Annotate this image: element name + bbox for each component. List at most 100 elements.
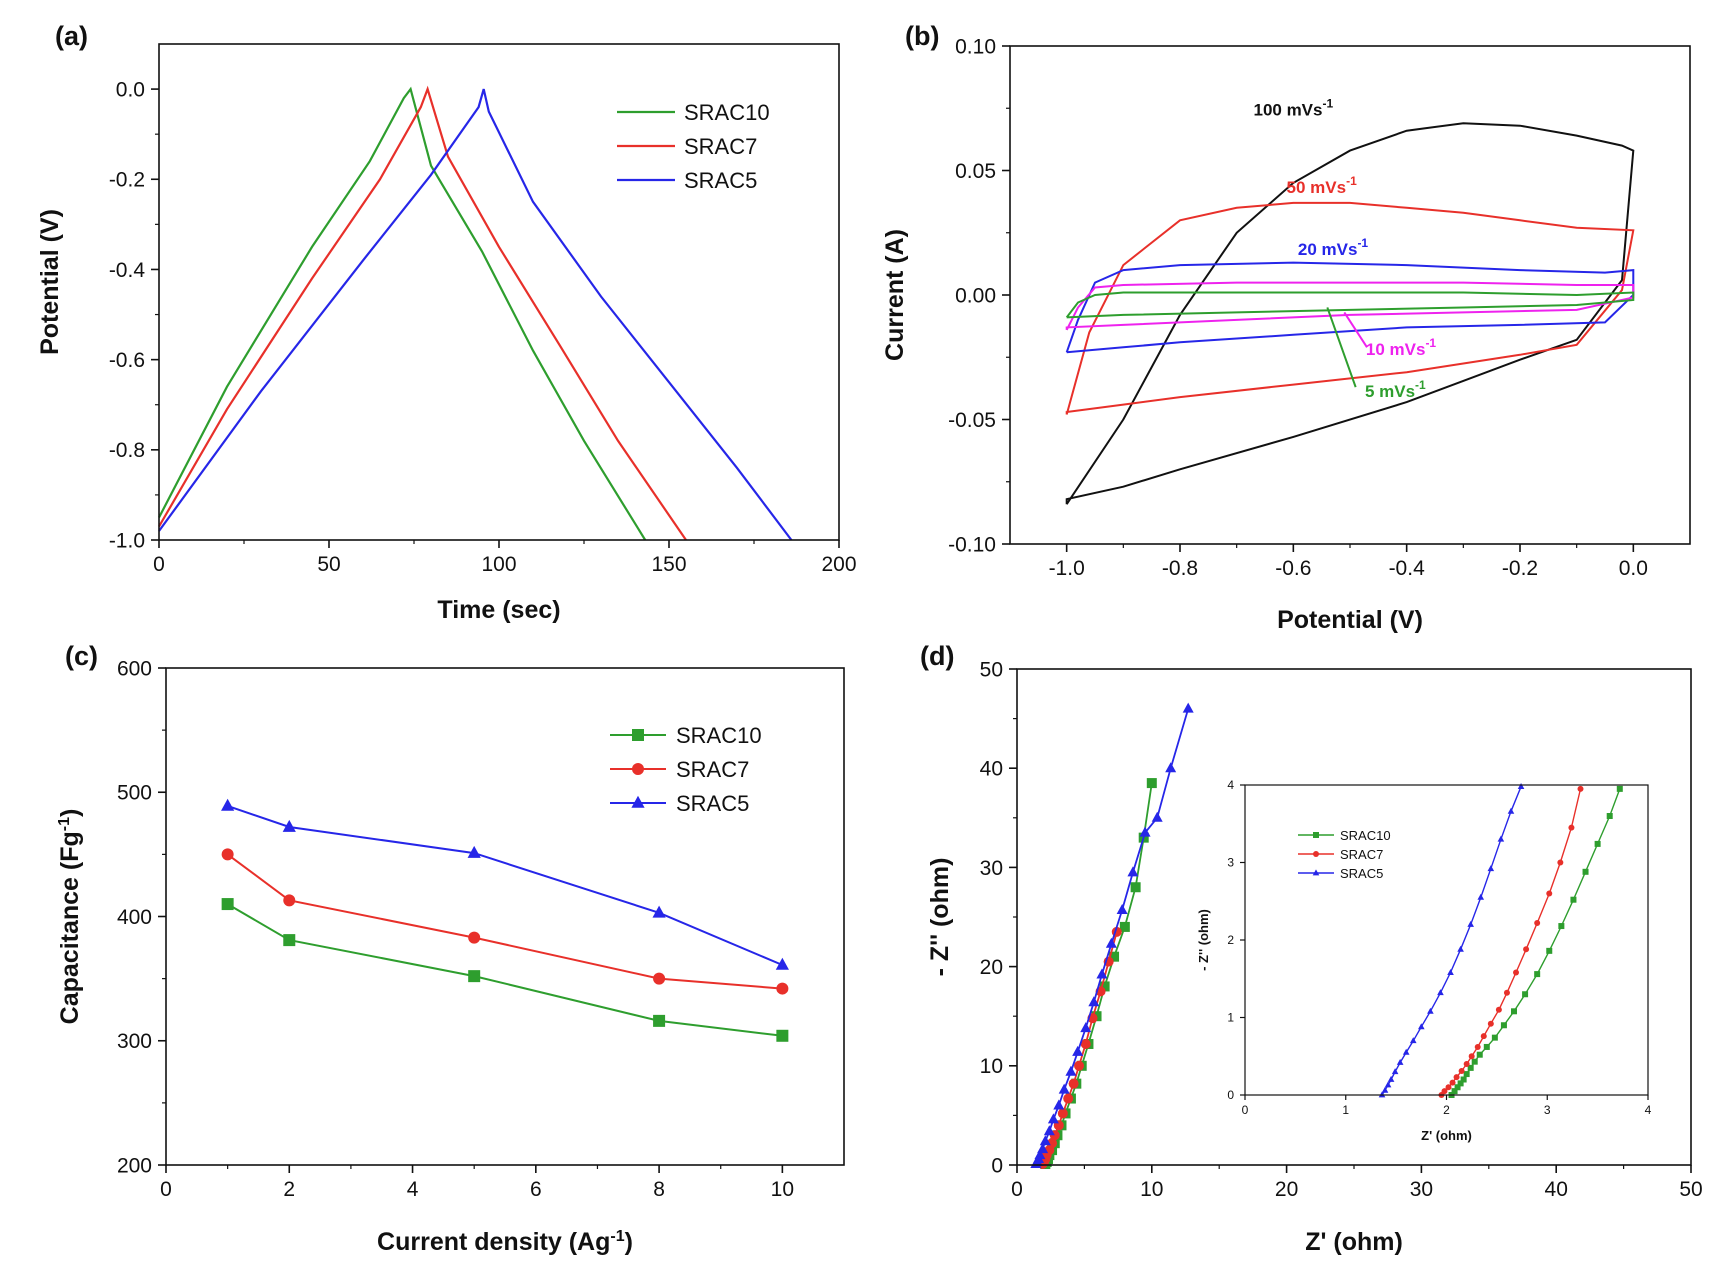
series-line-SRAC5 — [158, 88, 793, 541]
inset-data-point-SRAC5 — [1387, 1075, 1395, 1082]
b-ylabel: Current (A) — [881, 229, 909, 361]
inset-data-point-SRAC7 — [1513, 969, 1520, 976]
panel-c: 0 2 4 6 8 10 200 300 400 500 600 (c) Current density… — [56, 641, 845, 1256]
inset-data-point-SRAC10 — [1467, 1064, 1474, 1071]
inset-data-point-SRAC7 — [1534, 919, 1541, 926]
a-ytick-label: -0.2 — [109, 169, 145, 192]
inset-data-point-SRAC7 — [1577, 785, 1584, 792]
data-point-SRAC10 — [1119, 921, 1130, 932]
data-point-SRAC5 — [1127, 866, 1139, 877]
inset-data-point-SRAC5 — [1517, 782, 1525, 789]
inset-data-point-SRAC10 — [1451, 1088, 1458, 1095]
inset-data-point-SRAC10 — [1534, 971, 1541, 978]
d-xtick-label: 30 — [1410, 1178, 1433, 1201]
d-ytick-label: 40 — [980, 758, 1003, 781]
inset-data-point-SRAC5 — [1409, 1037, 1417, 1044]
inset-data-point-SRAC5 — [1437, 989, 1444, 996]
data-point-SRAC10 — [221, 898, 234, 911]
inset-data-point-SRAC7 — [1546, 890, 1553, 897]
inset-data-point-SRAC10 — [1606, 813, 1613, 819]
cv-loop-10-mVs-1 — [1065, 281, 1635, 331]
legend-label-SRAC5: SRAC5 — [684, 168, 757, 193]
data-point-SRAC7 — [1080, 1038, 1091, 1049]
data-point-SRAC5 — [1165, 762, 1177, 773]
d-inset-ylabel: - Z'' (ohm) — [1196, 909, 1211, 971]
c-ytick-label: 600 — [117, 657, 152, 680]
b-xlabel: Potential (V) — [1277, 606, 1423, 634]
b-ytick-label: 0.00 — [955, 284, 996, 307]
legend-label-SRAC5: SRAC5 — [676, 791, 749, 816]
panel-a: 0 50 100 150 200 0.0 -0.2 -0.4 -0.6 -0.8 -1.0 (a) Ti… — [36, 21, 857, 624]
d-inset-ytick-label: 2 — [1227, 933, 1234, 947]
inset-data-point-SRAC10 — [1582, 868, 1589, 875]
data-point-SRAC5 — [1053, 1099, 1065, 1110]
cv-annotation: 20 mVs-1 — [1298, 236, 1369, 259]
cv-annotation: 100 mVs-1 — [1253, 97, 1333, 120]
data-point-SRAC5 — [221, 798, 235, 811]
d-inset-ytick-label: 0 — [1227, 1088, 1234, 1102]
panel-b: -1.0 -0.8 -0.6 -0.4 -0.2 0.0 -0.10 -0.05 0.00 0.0… — [881, 21, 1691, 634]
inset-data-point-SRAC10 — [1570, 896, 1577, 903]
inset-data-point-SRAC7 — [1495, 1006, 1502, 1013]
data-point-SRAC7 — [1063, 1093, 1074, 1104]
inset-data-point-SRAC5 — [1457, 945, 1464, 952]
inset-data-point-SRAC10 — [1491, 1034, 1498, 1041]
cv-annotation: 10 mVs-1 — [1366, 336, 1437, 359]
legend-label-SRAC10: SRAC10 — [676, 723, 762, 748]
data-point-SRAC5 — [1034, 1149, 1046, 1160]
b-xtick-label: -0.2 — [1502, 557, 1538, 580]
c-ytick-label: 200 — [117, 1154, 152, 1177]
inset-data-point-SRAC10 — [1463, 1071, 1470, 1078]
c-xtick-label: 2 — [283, 1178, 295, 1201]
inset-data-point-SRAC7 — [1523, 946, 1530, 953]
b-xtick-label: -1.0 — [1049, 557, 1085, 580]
d-xtick-label: 50 — [1679, 1178, 1702, 1201]
c-xtick-label: 8 — [653, 1178, 665, 1201]
d-ytick-label: 50 — [980, 658, 1003, 681]
inset-data-point-SRAC5 — [1497, 835, 1505, 842]
data-point-SRAC10 — [1146, 778, 1157, 789]
b-xtick-label: 0.0 — [1619, 557, 1648, 580]
data-point-SRAC7 — [221, 848, 234, 861]
legend-label-SRAC7: SRAC7 — [676, 757, 749, 782]
inset-data-point-SRAC5 — [1427, 1007, 1434, 1014]
legend-marker-SRAC7 — [632, 763, 644, 775]
data-point-SRAC5 — [1116, 904, 1128, 915]
inset-data-point-SRAC10 — [1460, 1076, 1467, 1083]
inset-data-point-SRAC7 — [1441, 1088, 1448, 1095]
cv-annotation: 50 mVs-1 — [1287, 174, 1358, 197]
c-xtick-label: 6 — [530, 1178, 542, 1201]
b-xtick-label: -0.8 — [1162, 557, 1198, 580]
series-line-SRAC7 — [158, 85, 687, 541]
inset-data-point-SRAC7 — [1568, 824, 1575, 831]
inset-data-point-SRAC5 — [1391, 1068, 1399, 1075]
inset-data-point-SRAC7 — [1458, 1067, 1465, 1074]
d-inset-xtick-label: 4 — [1645, 1103, 1652, 1117]
inset-data-point-SRAC10 — [1522, 991, 1529, 998]
panel-label-a: (a) — [55, 21, 88, 51]
inset-data-point-SRAC5 — [1447, 968, 1454, 975]
c-ylabel: Capacitance (Fg-1) — [56, 809, 84, 1025]
inset-data-point-SRAC5 — [1477, 893, 1485, 900]
inset-data-point-SRAC10 — [1476, 1051, 1483, 1058]
d-inset-ytick-label: 1 — [1227, 1011, 1234, 1025]
data-point-SRAC7 — [1057, 1108, 1068, 1119]
d-inset-xtick-label: 0 — [1242, 1103, 1249, 1117]
data-point-SRAC7 — [1074, 1060, 1085, 1071]
inset-data-point-SRAC7 — [1449, 1079, 1456, 1086]
legend-marker-SRAC5 — [631, 795, 645, 808]
d-inset-xtick-label: 3 — [1544, 1103, 1551, 1117]
c-xtick-label: 0 — [160, 1178, 172, 1201]
cv-annotation: 5 mVs-1 — [1365, 378, 1426, 401]
inset-data-point-SRAC7 — [1557, 859, 1564, 866]
inset-data-point-SRAC5 — [1487, 865, 1495, 872]
data-point-SRAC5 — [1065, 1065, 1077, 1076]
inset-legend-label-SRAC5: SRAC5 — [1340, 866, 1383, 881]
d-inset-xlabel: Z' (ohm) — [1421, 1128, 1472, 1143]
series-line-SRAC10 — [158, 86, 647, 541]
cv-loop-100-mVs-1 — [1065, 122, 1635, 505]
b-ytick-label: -0.10 — [948, 533, 996, 556]
b-ytick-label: 0.05 — [955, 160, 996, 183]
data-point-SRAC10 — [1109, 951, 1120, 962]
